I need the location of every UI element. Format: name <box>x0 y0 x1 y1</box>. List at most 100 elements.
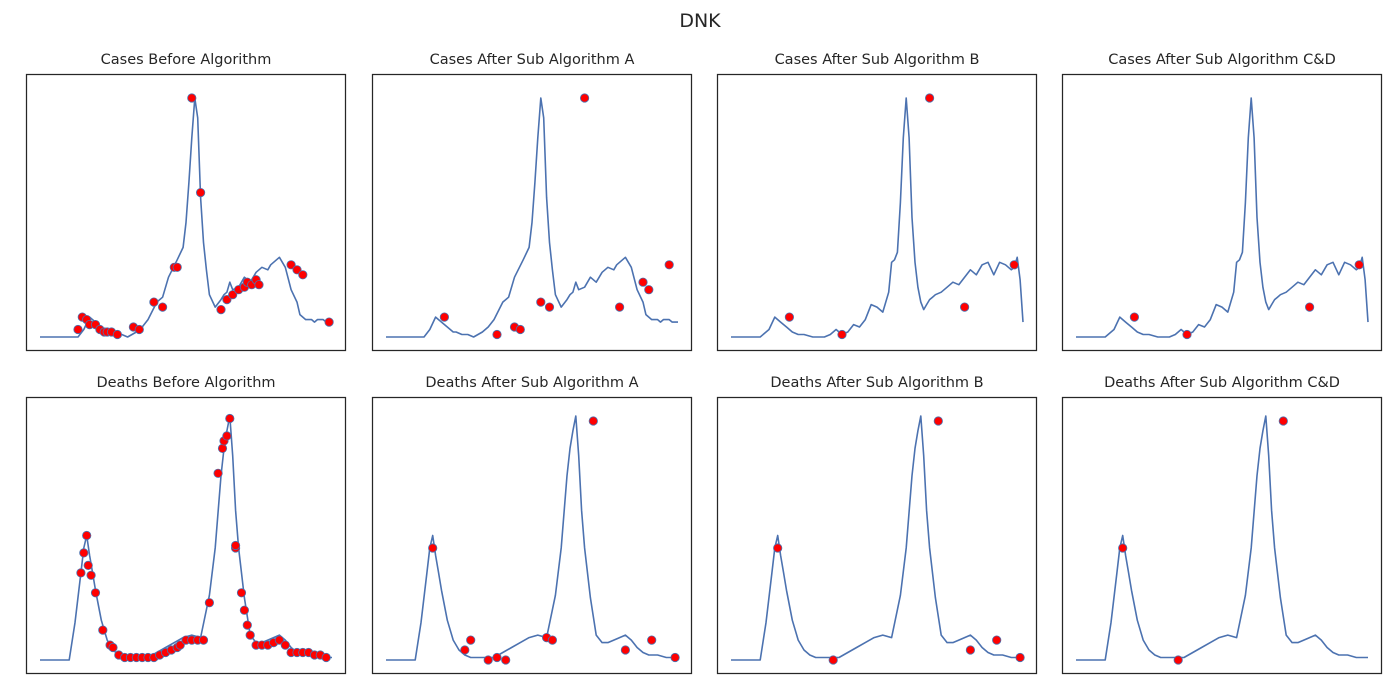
panel-title-deaths-after-b: Deaths After Sub Algorithm B <box>770 375 984 391</box>
peak-point-1 <box>492 329 502 340</box>
peak-point-30 <box>225 413 235 424</box>
series-line-0 <box>731 415 1023 661</box>
axes-frame <box>25 396 347 675</box>
peak-point-29 <box>298 270 308 280</box>
peak-point-15 <box>172 262 182 272</box>
peak-point-4 <box>492 652 502 663</box>
chart-panel-4 <box>25 396 347 675</box>
series-line-0 <box>1076 415 1368 661</box>
peak-point-13 <box>158 302 168 312</box>
peak-point-1 <box>837 329 847 340</box>
chart-panel-0 <box>25 73 347 352</box>
axes-frame <box>716 73 1038 352</box>
axes-frame <box>25 73 347 352</box>
chart-panel-7 <box>1061 396 1383 675</box>
peak-point-5 <box>1015 652 1025 663</box>
peak-point-3 <box>483 655 493 665</box>
peak-point-27 <box>217 443 228 453</box>
peak-point-35 <box>242 620 252 630</box>
peak-point-0 <box>428 543 438 553</box>
peak-point-6 <box>579 93 590 103</box>
peak-point-2 <box>933 416 943 426</box>
peak-point-5 <box>90 588 101 598</box>
peak-point-5 <box>544 302 555 312</box>
peak-point-11 <box>134 324 144 335</box>
peak-point-20 <box>175 640 185 650</box>
peak-point-25 <box>204 598 214 608</box>
peak-point-0 <box>439 312 449 322</box>
peak-point-7 <box>547 635 558 645</box>
panel-title-cases-after-b: Cases After Sub Algorithm B <box>774 52 980 68</box>
panel-title-deaths-after-a: Deaths After Sub Algorithm A <box>425 375 639 391</box>
peak-point-4 <box>536 297 546 307</box>
peak-point-10 <box>664 260 674 270</box>
series-line-0 <box>386 97 678 338</box>
peak-point-0 <box>76 568 86 578</box>
peak-point-1 <box>828 655 838 665</box>
peak-point-26 <box>213 468 223 478</box>
peak-point-27 <box>286 260 296 270</box>
peak-point-28 <box>292 265 302 275</box>
series-line-0 <box>386 415 678 661</box>
peak-point-0 <box>73 324 83 335</box>
peak-point-8 <box>108 642 118 653</box>
peak-point-1 <box>1173 655 1183 665</box>
series-line-0 <box>1076 97 1369 338</box>
peak-point-8 <box>588 416 598 426</box>
panel-title-deaths-after-cd: Deaths After Sub Algorithm C&D <box>1104 375 1340 391</box>
peak-point-20 <box>228 290 238 300</box>
peak-point-29 <box>222 431 232 441</box>
peak-point-19 <box>222 294 232 305</box>
peak-point-4 <box>86 570 96 580</box>
chart-panel-6 <box>716 396 1038 675</box>
peak-point-26 <box>254 280 264 290</box>
peak-point-42 <box>280 640 290 650</box>
peak-point-3 <box>515 324 525 335</box>
axes-frame <box>716 396 1038 675</box>
panel-title-cases-after-a: Cases After Sub Algorithm A <box>429 52 635 68</box>
peak-point-0 <box>1118 543 1128 553</box>
peak-point-11 <box>670 652 680 663</box>
peak-point-3 <box>959 302 970 312</box>
peak-point-2 <box>1278 416 1288 426</box>
peak-point-34 <box>239 605 249 615</box>
peak-point-7 <box>614 302 625 312</box>
peak-point-9 <box>644 285 654 295</box>
chart-panel-3 <box>1061 73 1383 352</box>
panel-title-cases-before: Cases Before Algorithm <box>100 52 272 68</box>
peak-point-36 <box>245 630 255 640</box>
peak-point-4 <box>1009 260 1019 270</box>
peak-point-0 <box>784 312 795 322</box>
chart-panel-1 <box>371 73 693 352</box>
axes-frame <box>371 73 693 352</box>
peak-point-9 <box>620 645 631 655</box>
peak-point-1 <box>1182 329 1192 340</box>
peak-point-17 <box>196 188 206 198</box>
peak-point-3 <box>83 560 93 571</box>
peak-point-4 <box>992 635 1002 645</box>
panel-title-cases-after-cd: Cases After Sub Algorithm C&D <box>1108 52 1336 68</box>
figure-title: DNK <box>679 10 721 32</box>
peak-point-24 <box>198 635 209 645</box>
peak-point-10 <box>647 635 657 645</box>
peak-point-30 <box>324 317 334 327</box>
series-line-0 <box>40 97 332 338</box>
peak-point-33 <box>236 588 247 598</box>
peak-point-2 <box>924 93 935 103</box>
panel-title-deaths-before: Deaths Before Algorithm <box>96 375 276 391</box>
peak-point-0 <box>773 543 783 553</box>
peak-point-3 <box>965 645 976 655</box>
peak-point-41 <box>274 635 284 645</box>
axes-frame <box>1061 73 1383 352</box>
peak-point-12 <box>149 297 159 307</box>
peak-point-0 <box>1129 312 1140 322</box>
peak-point-49 <box>321 652 331 663</box>
peak-point-32 <box>231 540 241 551</box>
chart-panel-5 <box>371 396 693 675</box>
peak-point-1 <box>460 645 470 655</box>
peak-point-16 <box>187 93 197 103</box>
peak-point-9 <box>112 329 123 340</box>
chart-panel-2 <box>716 73 1038 352</box>
peak-point-2 <box>466 635 476 645</box>
